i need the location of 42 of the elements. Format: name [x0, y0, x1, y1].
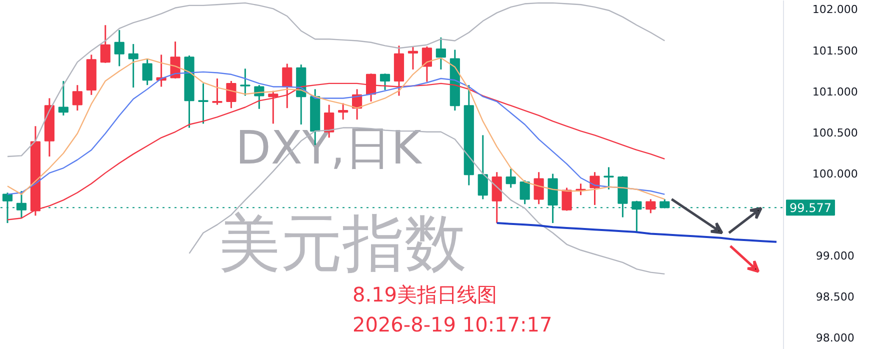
- candlestick: [590, 171, 600, 206]
- candlestick: [520, 180, 530, 205]
- candlestick: [198, 82, 208, 124]
- candlestick: [646, 198, 656, 214]
- text: 美元指数: [218, 206, 466, 280]
- candlestick: [268, 90, 278, 124]
- y-tick-label: 98.000: [816, 332, 854, 345]
- candlestick: [380, 72, 390, 91]
- candlestick: [142, 58, 152, 86]
- candlestick: [422, 46, 432, 83]
- annotation: 8.19美指日线图: [352, 282, 498, 306]
- candlestick: [128, 43, 138, 88]
- candlestick: [72, 84, 82, 112]
- candlestick: [604, 166, 614, 190]
- candlestick: [100, 24, 110, 64]
- candlestick: [16, 190, 27, 219]
- y-tick-label: 98.500: [816, 290, 854, 304]
- candlestick: [492, 171, 502, 224]
- candlestick: [408, 46, 418, 70]
- candlestick: [114, 29, 124, 67]
- ref-line-label: 99.577: [790, 201, 832, 216]
- y-tick-label: 101.000: [812, 85, 858, 98]
- candlestick: [338, 102, 348, 120]
- y-tick-label: 101.500: [812, 44, 858, 58]
- candlestick: [212, 78, 222, 106]
- candlestick: [254, 84, 264, 110]
- candlestick: [534, 171, 544, 205]
- candlestick: [240, 68, 250, 97]
- y-tick-label: 100.000: [812, 167, 858, 180]
- annotation: 2026-8-19 10:17:17: [352, 312, 552, 336]
- y-tick-label: 100.500: [812, 126, 858, 140]
- candlestick: [660, 198, 670, 210]
- candlestick: [58, 80, 68, 116]
- line-series: [496, 222, 778, 243]
- candlestick: [170, 40, 180, 80]
- y-tick-label: 99.000: [816, 250, 854, 263]
- y-tick-label: 102.000: [812, 3, 858, 16]
- candlestick: [506, 168, 516, 188]
- candlestick: [226, 80, 236, 109]
- candlestick: [478, 134, 488, 200]
- candlestick: [562, 186, 572, 212]
- candlestick: [436, 36, 446, 70]
